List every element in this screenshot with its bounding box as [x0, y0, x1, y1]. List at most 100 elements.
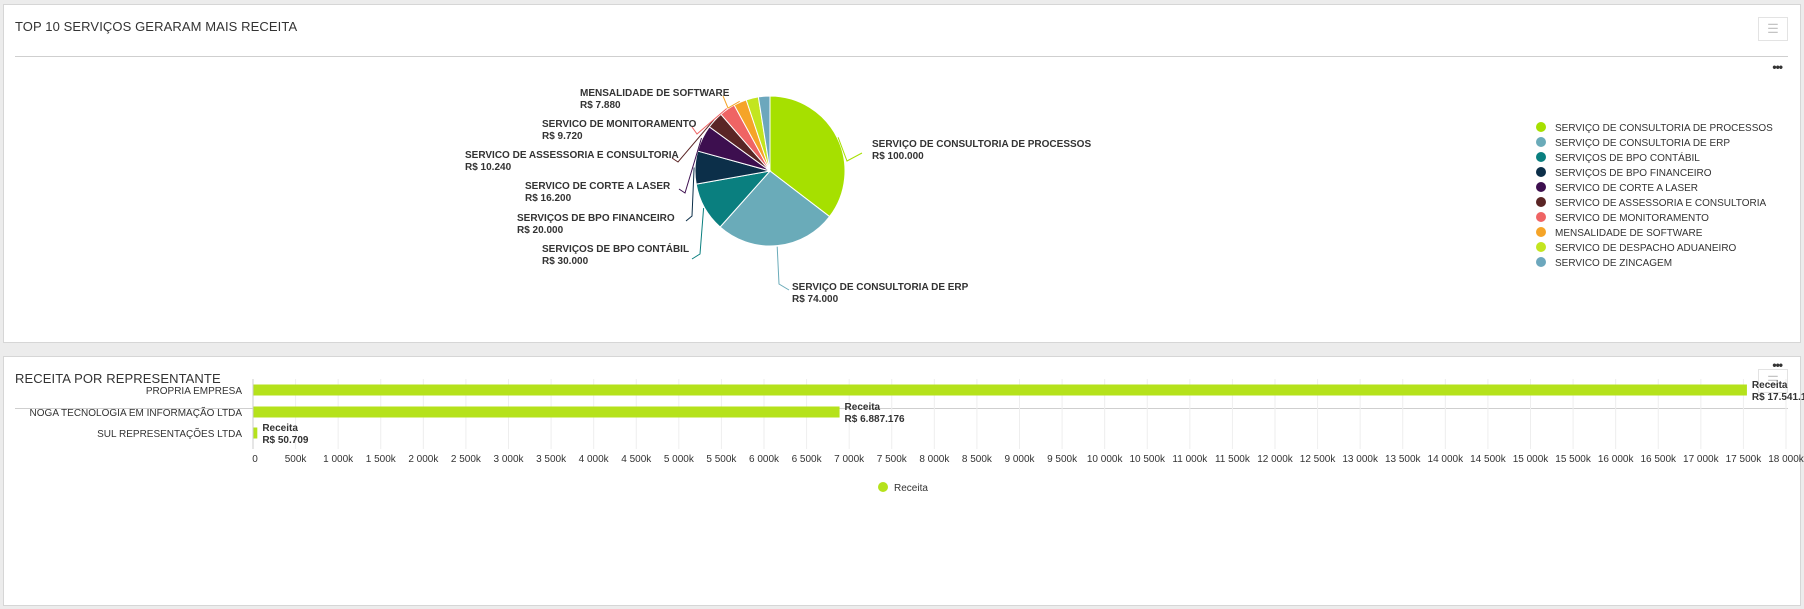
legend-marker	[1536, 197, 1546, 207]
legend-marker	[1536, 182, 1546, 192]
legend-marker	[1536, 152, 1546, 162]
divider	[15, 408, 1788, 409]
data-label-series: Receita	[1752, 380, 1788, 391]
legend-label: SERVIÇO DE CONSULTORIA DE ERP	[1555, 138, 1730, 149]
data-label-value: R$ 30.000	[542, 256, 589, 267]
legend-item[interactable]: SERVIÇOS DE BPO CONTÁBIL	[1536, 151, 1700, 164]
data-label-connector	[837, 137, 863, 162]
data-label-value: R$ 50.709	[262, 435, 309, 446]
data-label-value: R$ 9.720	[542, 131, 583, 142]
panel-title: TOP 10 SERVIÇOS GERARAM MAIS RECEITA	[15, 19, 298, 34]
data-label-connector	[678, 137, 702, 194]
legend-marker	[1536, 257, 1546, 267]
legend-marker	[1536, 137, 1546, 147]
legend-item[interactable]: SERVIÇOS DE BPO FINANCEIRO	[1536, 167, 1712, 179]
legend-item[interactable]: SERVICO DE ZINCAGEM	[1536, 257, 1672, 269]
x-tick-label: 12 500k	[1300, 454, 1337, 465]
data-label-name: SERVICO DE CORTE A LASER	[525, 181, 671, 192]
pie-slice	[719, 170, 831, 247]
legend-item[interactable]: Receita	[878, 482, 928, 494]
data-label-name: SERVIÇO DE CONSULTORIA DE ERP	[792, 282, 969, 293]
x-tick-label: 5 500k	[706, 454, 737, 465]
data-label-value: R$ 16.200	[525, 193, 572, 204]
x-tick-label: 14 500k	[1470, 454, 1507, 465]
x-tick-label: 13 000k	[1342, 454, 1379, 465]
legend-marker	[1536, 167, 1546, 177]
x-tick-label: 4 500k	[621, 454, 652, 465]
x-tick-label: 10 500k	[1129, 454, 1166, 465]
data-label-name: MENSALIDADE DE SOFTWARE	[580, 88, 730, 99]
legend-label: SERVIÇO DE CONSULTORIA DE PROCESSOS	[1555, 123, 1773, 134]
x-tick-label: 7 000k	[834, 454, 865, 465]
bar-chart: 0 500k 1 000k 1 500k 2 000k 2 500k 3 000k 3 500…	[30, 379, 1804, 494]
x-tick-label: 11 000k	[1172, 454, 1208, 465]
legend-item[interactable]: MENSALIDADE DE SOFTWARE	[1536, 227, 1703, 239]
data-label-connector	[722, 95, 740, 109]
hamburger-menu-icon[interactable]: ☰	[1758, 17, 1788, 41]
data-label-series: Receita	[262, 423, 298, 434]
legend-label: SERVICO DE ZINCAGEM	[1555, 258, 1672, 269]
legend-label: SERVICO DE DESPACHO ADUANEIRO	[1555, 243, 1737, 254]
legend-item[interactable]: SERVICO DE MONITORAMENTO	[1536, 212, 1709, 224]
x-tick-label: 15 000k	[1513, 454, 1550, 465]
data-label-connector	[691, 208, 705, 260]
x-tick-label: 0	[252, 454, 258, 465]
x-tick-label: 13 500k	[1385, 454, 1422, 465]
data-label-value: R$ 7.880	[580, 100, 621, 111]
x-tick-label: 7 500k	[877, 454, 908, 465]
x-tick-label: 6 000k	[749, 454, 780, 465]
x-tick-label: 10 000k	[1087, 454, 1124, 465]
legend-item[interactable]: SERVICO DE ASSESSORIA E CONSULTORIA	[1536, 197, 1767, 209]
data-label-value: R$ 20.000	[517, 225, 564, 236]
x-tick-label: 6 500k	[792, 454, 823, 465]
x-tick-label: 12 000k	[1257, 454, 1294, 465]
y-category-label: PROPRIA EMPRESA	[146, 386, 242, 397]
hamburger-menu-icon[interactable]: ☰	[1758, 369, 1788, 393]
legend-marker	[1536, 122, 1546, 132]
x-tick-label: 1 000k	[323, 454, 354, 465]
x-tick-label: 17 500k	[1726, 454, 1763, 465]
ellipsis-icon[interactable]: •••	[1772, 60, 1783, 74]
legend-label: SERVIÇOS DE BPO CONTÁBIL	[1555, 151, 1700, 164]
x-tick-label: 9 500k	[1047, 454, 1078, 465]
data-label-name: SERVICO DE MONITORAMENTO	[542, 119, 697, 130]
legend-marker	[878, 482, 888, 492]
revenue-by-rep-panel: RECEITA POR REPRESENTANTE ☰ ••• 0 500k 1 0…	[3, 356, 1804, 606]
data-label-connector	[776, 246, 790, 291]
x-tick-label: 11 500k	[1215, 454, 1251, 465]
data-label-value: R$ 10.240	[465, 162, 512, 173]
x-tick-label: 9 000k	[1004, 454, 1035, 465]
bar	[253, 384, 1747, 396]
y-category-label: NOGA TECNOLOGIA EM INFORMAÇÃO LTDA	[30, 406, 243, 419]
x-tick-label: 18 000k	[1768, 454, 1804, 465]
data-label-name: SERVIÇO DE CONSULTORIA DE PROCESSOS	[872, 139, 1091, 150]
x-tick-label: 8 500k	[962, 454, 993, 465]
legend-label: Receita	[894, 483, 928, 494]
legend-item[interactable]: SERVICO DE CORTE A LASER	[1536, 182, 1698, 194]
legend-marker	[1536, 227, 1546, 237]
legend-item[interactable]: SERVIÇO DE CONSULTORIA DE ERP	[1536, 137, 1730, 149]
y-category-label: SUL REPRESENTAÇÕES LTDA	[97, 427, 242, 440]
legend-marker	[1536, 242, 1546, 252]
data-label-series: Receita	[845, 402, 881, 413]
legend-label: SERVIÇOS DE BPO FINANCEIRO	[1555, 168, 1712, 179]
x-tick-label: 15 500k	[1555, 454, 1592, 465]
top-services-panel: TOP 10 SERVIÇOS GERARAM MAIS RECEITA ☰ •…	[3, 4, 1801, 343]
x-tick-label: 1 500k	[366, 454, 397, 465]
data-label-name: SERVIÇOS DE BPO FINANCEIRO	[517, 213, 675, 224]
legend-marker	[1536, 212, 1546, 222]
legend-label: MENSALIDADE DE SOFTWARE	[1555, 228, 1703, 239]
x-tick-label: 16 500k	[1640, 454, 1677, 465]
data-label-value: R$ 74.000	[792, 294, 839, 305]
data-label-connector	[671, 119, 715, 163]
ellipsis-icon[interactable]: •••	[1772, 358, 1783, 372]
legend-item[interactable]: SERVIÇO DE CONSULTORIA DE PROCESSOS	[1536, 122, 1773, 134]
x-tick-label: 5 000k	[664, 454, 695, 465]
legend-label: SERVICO DE CORTE A LASER	[1555, 183, 1698, 194]
x-tick-label: 3 000k	[493, 454, 524, 465]
bar	[253, 427, 258, 439]
x-tick-label: 17 000k	[1683, 454, 1720, 465]
x-tick-label: 500k	[285, 454, 308, 465]
pie-slice	[769, 95, 846, 218]
legend-item[interactable]: SERVICO DE DESPACHO ADUANEIRO	[1536, 242, 1737, 254]
